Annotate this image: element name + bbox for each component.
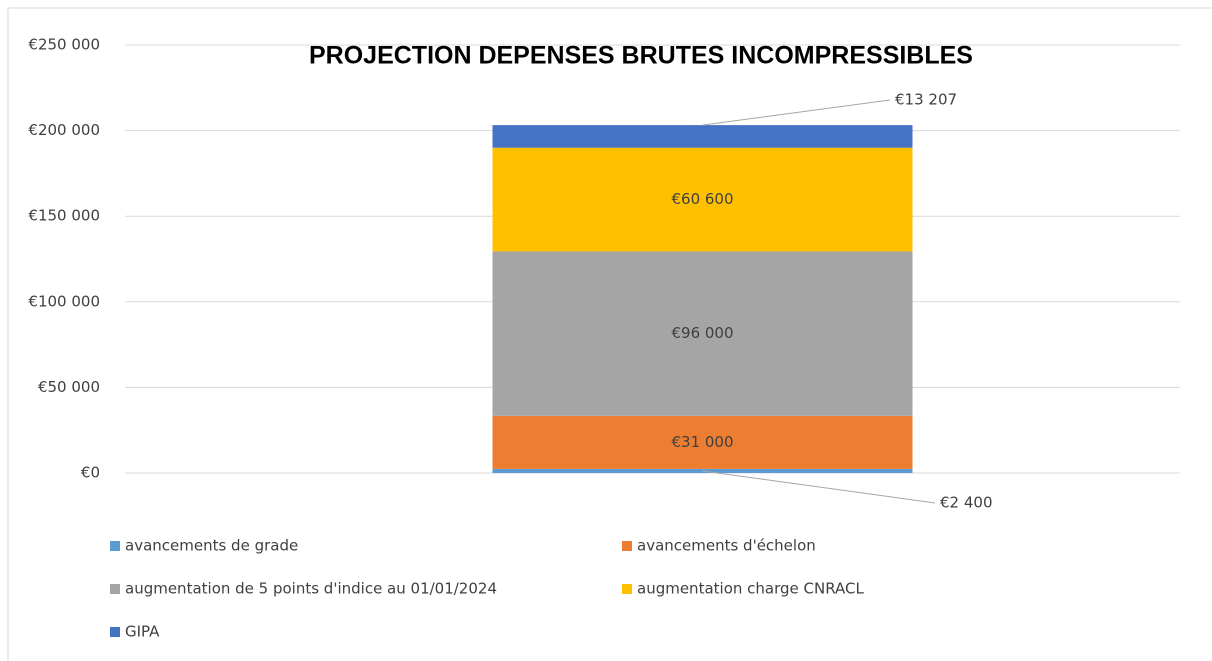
leader-line bbox=[702, 99, 891, 126]
legend-label: augmentation de 5 points d'indice au 01/… bbox=[125, 580, 497, 598]
legend-swatch bbox=[110, 584, 120, 594]
bar-segment bbox=[492, 125, 913, 148]
chart-frame bbox=[7, 7, 1212, 661]
y-tick-label: €200 000 bbox=[28, 121, 100, 139]
data-label: €13 207 bbox=[895, 91, 957, 109]
legend-label: augmentation charge CNRACL bbox=[637, 580, 864, 598]
data-label: €2 400 bbox=[940, 494, 993, 512]
legend-label: avancements de grade bbox=[125, 537, 298, 555]
data-label: €60 600 bbox=[671, 190, 733, 208]
legend-swatch bbox=[110, 627, 120, 637]
legend-swatch bbox=[622, 584, 632, 594]
data-label: €31 000 bbox=[671, 433, 733, 451]
y-tick-label: €150 000 bbox=[28, 207, 100, 225]
y-tick-label: €250 000 bbox=[28, 36, 100, 54]
bar-segment bbox=[492, 251, 913, 416]
leader-line bbox=[702, 470, 936, 504]
chart-title: PROJECTION DEPENSES BRUTES INCOMPRESSIBL… bbox=[309, 42, 973, 70]
legend-swatch bbox=[622, 541, 632, 551]
y-tick-label: €50 000 bbox=[38, 378, 100, 396]
y-tick-label: €0 bbox=[81, 464, 100, 482]
legend-swatch bbox=[110, 541, 120, 551]
data-label: €96 000 bbox=[671, 324, 733, 342]
bar-segment bbox=[492, 415, 913, 469]
legend-label: avancements d'échelon bbox=[637, 537, 816, 555]
bar-segment bbox=[492, 147, 913, 252]
y-tick-label: €100 000 bbox=[28, 292, 100, 310]
legend-label: GIPA bbox=[125, 623, 160, 641]
